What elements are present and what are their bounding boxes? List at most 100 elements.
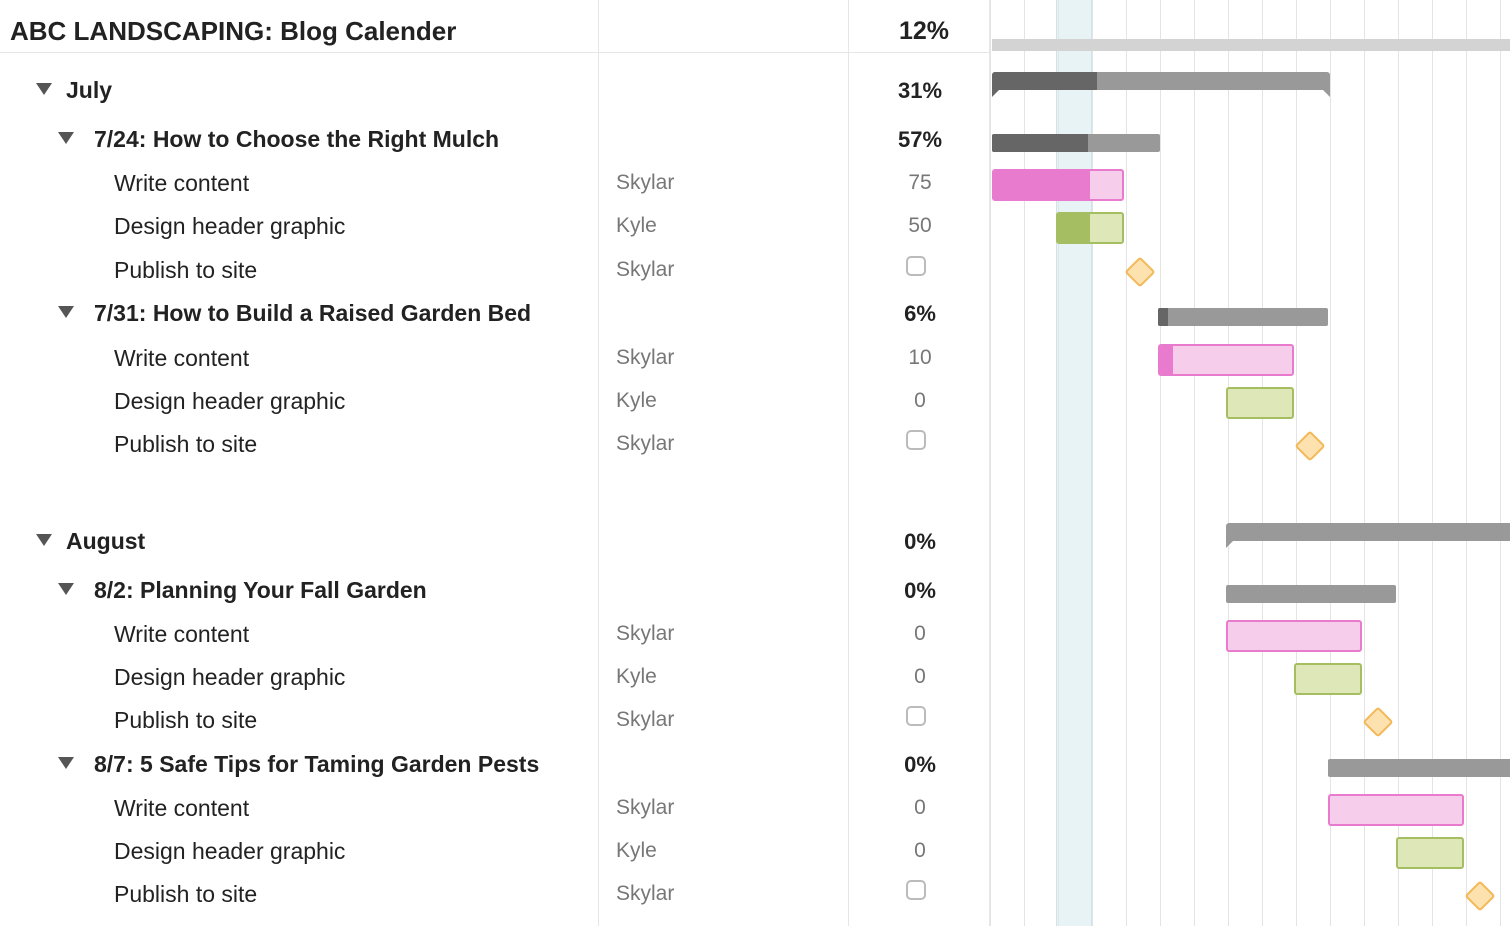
task-label[interactable]: Write content [114,621,250,647]
task-label[interactable]: Design header graphic [114,388,346,414]
task-progress-fill [994,171,1090,199]
expand-triangle-icon[interactable] [58,306,74,318]
project-summary-bar[interactable] [992,39,1510,51]
post-label[interactable]: 7/31: How to Build a Raised Garden Bed [94,300,532,326]
group-label-july[interactable]: July [66,77,113,103]
gantt-gridline [1092,0,1093,926]
group-progress: 31% [897,78,943,103]
assignee-label[interactable]: Kyle [616,665,657,688]
expand-triangle-icon[interactable] [36,83,52,95]
post-summary-bar[interactable] [1158,308,1328,326]
post-progress: 6% [904,301,936,326]
gantt-gridline [1296,0,1297,926]
post-summary-bar[interactable] [1328,759,1510,777]
task-label[interactable]: Publish to site [114,707,258,733]
gantt-gridline [1398,0,1399,926]
task-label[interactable]: Design header graphic [114,213,346,239]
design-graphic-bar[interactable] [1226,387,1294,419]
design-graphic-bar[interactable] [1294,663,1362,695]
assignee-label[interactable]: Skylar [616,882,675,905]
milestone-diamond-icon[interactable] [1464,880,1496,912]
header-divider [0,52,990,53]
write-content-bar[interactable] [1158,344,1294,376]
gantt-gridline [1160,0,1161,926]
project-title: ABC LANDSCAPING: Blog Calender [10,16,457,46]
group-bar-tip-left [992,89,1000,97]
group-progress: 0% [904,529,936,554]
column-divider-name [598,0,599,926]
post-progress: 57% [897,127,943,152]
checkbox-icon[interactable] [906,706,926,726]
post-summary-fill [1158,308,1169,326]
post-progress: 0% [904,578,936,603]
post-label[interactable]: 8/2: Planning Your Fall Garden [94,577,427,603]
assignee-label[interactable]: Skylar [616,708,675,731]
checkbox-icon[interactable] [906,880,926,900]
gantt-gridline [1364,0,1365,926]
write-content-bar[interactable] [992,169,1124,201]
milestone-diamond-icon[interactable] [1362,706,1394,738]
task-progress[interactable]: 50 [908,214,932,237]
milestone-diamond-icon[interactable] [1124,256,1156,288]
task-progress[interactable]: 0 [914,839,926,862]
task-label[interactable]: Design header graphic [114,838,346,864]
gantt-chart [990,0,1510,926]
column-divider-progress [989,0,990,926]
write-content-bar[interactable] [1226,620,1362,652]
design-graphic-bar[interactable] [1396,837,1464,869]
task-progress[interactable]: 10 [908,346,932,369]
task-label[interactable]: Write content [114,795,250,821]
task-label[interactable]: Publish to site [114,257,258,283]
checkbox-icon[interactable] [906,256,926,276]
assignee-label[interactable]: Kyle [616,839,657,862]
group-bar-tip-left [1226,540,1234,548]
group-bar-tip-right [1322,89,1330,97]
assignee-label[interactable]: Skylar [616,346,675,369]
task-progress[interactable]: 75 [908,171,932,194]
assignee-label[interactable]: Skylar [616,171,675,194]
checkbox-icon[interactable] [906,430,926,450]
expand-triangle-icon[interactable] [58,757,74,769]
group-label-august[interactable]: August [66,528,146,554]
task-label[interactable]: Write content [114,170,250,196]
task-label[interactable]: Design header graphic [114,664,346,690]
assignee-label[interactable]: Skylar [616,432,675,455]
post-summary-bar[interactable] [1226,585,1396,603]
gantt-gridline [990,0,991,926]
milestone-diamond-icon[interactable] [1294,430,1326,462]
today-highlight [1056,0,1092,926]
post-progress: 0% [904,752,936,777]
task-progress[interactable]: 0 [914,389,926,412]
group-summary-bar[interactable] [1226,523,1510,541]
gantt-gridline [1194,0,1195,926]
assignee-label[interactable]: Skylar [616,796,675,819]
task-progress-fill [1160,346,1174,374]
gantt-gridline [1126,0,1127,926]
assignee-label[interactable]: Kyle [616,214,657,237]
task-progress-fill [1058,214,1090,242]
expand-triangle-icon[interactable] [36,534,52,546]
expand-triangle-icon[interactable] [58,132,74,144]
task-label[interactable]: Write content [114,345,250,371]
task-label[interactable]: Publish to site [114,431,258,457]
task-progress[interactable]: 0 [914,665,926,688]
gantt-gridline [1500,0,1501,926]
post-summary-fill [992,134,1088,152]
post-label[interactable]: 8/7: 5 Safe Tips for Taming Garden Pests [94,751,540,777]
design-graphic-bar[interactable] [1056,212,1124,244]
task-progress[interactable]: 0 [914,622,926,645]
group-summary-bar[interactable] [992,72,1330,90]
assignee-label[interactable]: Skylar [616,258,675,281]
project-progress: 12% [898,17,950,45]
gantt-gridline [1330,0,1331,926]
post-summary-bar[interactable] [992,134,1160,152]
task-label[interactable]: Publish to site [114,881,258,907]
task-progress[interactable]: 0 [914,796,926,819]
write-content-bar[interactable] [1328,794,1464,826]
gantt-gridline [1058,0,1059,926]
assignee-label[interactable]: Skylar [616,622,675,645]
gantt-gridline [1262,0,1263,926]
post-label[interactable]: 7/24: How to Choose the Right Mulch [94,126,500,152]
expand-triangle-icon[interactable] [58,583,74,595]
assignee-label[interactable]: Kyle [616,389,657,412]
